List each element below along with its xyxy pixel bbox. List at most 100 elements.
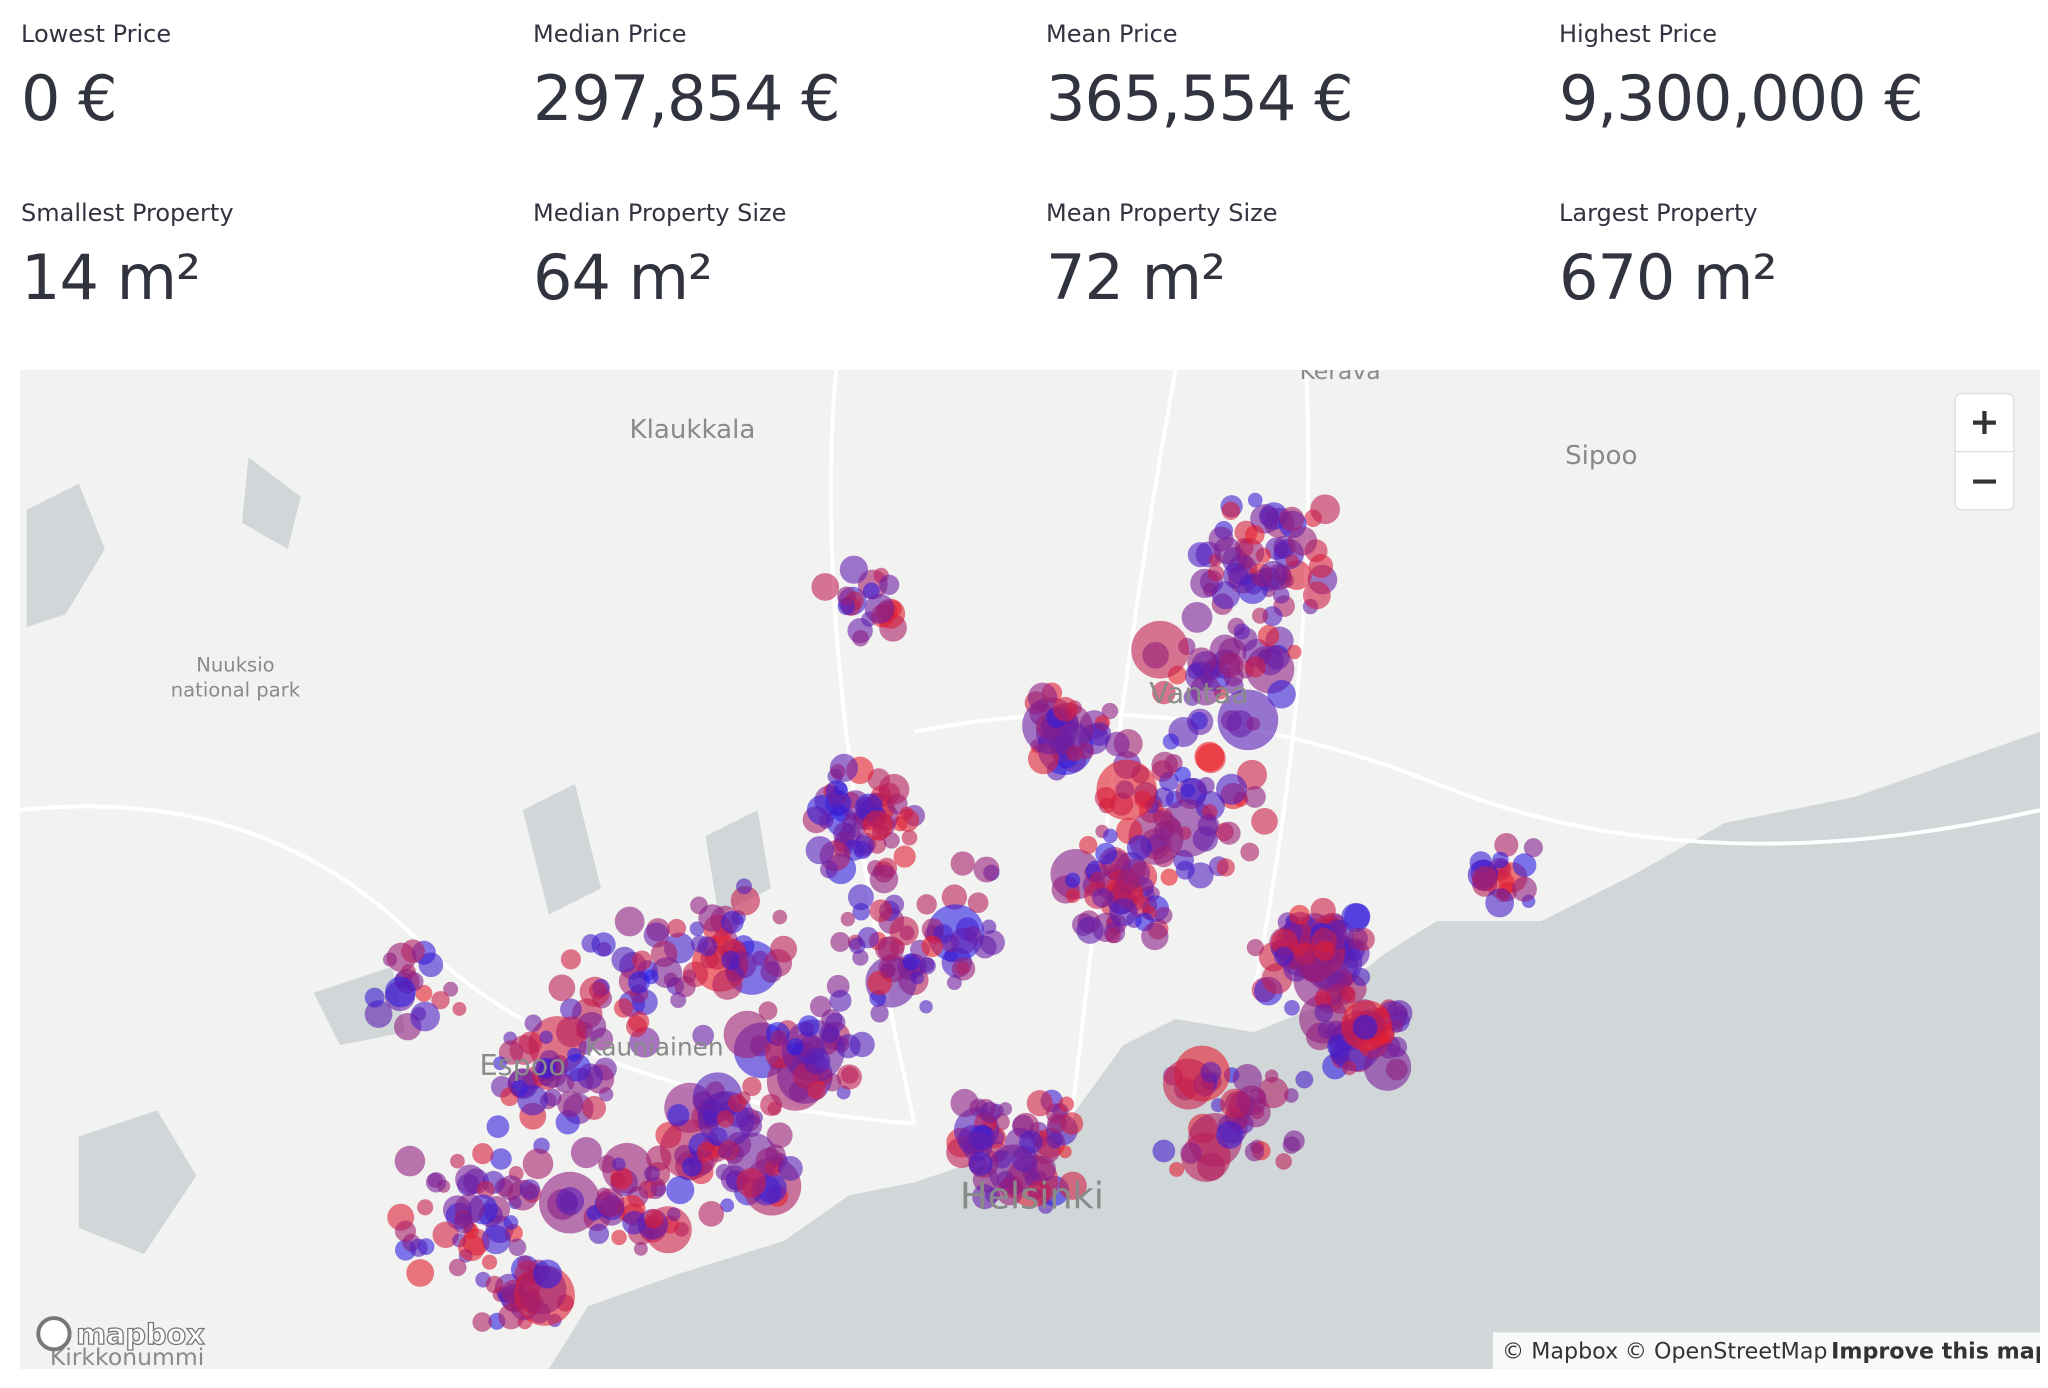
listing-point [951,956,976,981]
attribution-mapbox[interactable]: © Mapbox [1502,1339,1618,1365]
metric-value: 9,300,000 € [1559,62,1924,135]
listing-point [485,1275,504,1294]
listing-point [1272,586,1290,604]
listing-point [1187,542,1213,568]
listing-point [1233,623,1250,640]
listing-point [727,1132,778,1184]
listing-point [588,981,607,1000]
listing-point [385,976,416,1008]
listing-point [1089,871,1108,890]
listing-point [1104,731,1130,757]
metric-value: 14 m² [21,241,201,314]
place-label: Kerava [1300,370,1381,385]
listing-point [1342,1060,1357,1076]
listing-point [1027,1180,1051,1203]
listing-point [394,1220,417,1242]
listing-point [1265,1069,1279,1083]
listing-point [760,961,783,983]
listing-point [967,892,989,913]
listing-point [1279,506,1305,532]
listing-point [777,1155,803,1181]
listing-point [614,906,645,937]
listing-point [1236,1085,1267,1116]
listing-point [524,1014,543,1032]
listing-point [1200,1061,1222,1083]
listing-point [1314,940,1336,962]
listing-point [1180,1142,1202,1164]
listing-point [1126,835,1152,861]
listing-point [950,1088,979,1118]
listing-point [1494,832,1519,857]
listing-point [878,773,910,805]
listing-point [698,1201,725,1227]
listing-point [766,1122,793,1149]
listing-point [1267,680,1296,709]
listing-point [825,1012,846,1033]
listing-point [432,1221,459,1249]
listing-point [1213,536,1242,565]
listing-point [1174,766,1191,783]
listing-point [1211,581,1240,610]
listing-point [610,1167,633,1190]
listing-point [682,969,697,983]
listing-point [786,1038,804,1056]
metric-label: Smallest Property [21,199,234,227]
zoom-in-button[interactable]: + [1969,400,2000,443]
listing-point [1217,821,1241,845]
listing-point [1060,1112,1084,1135]
listing-point [916,894,937,915]
listing-point [831,802,845,816]
listing-point [852,835,875,858]
listing-point [1496,887,1511,903]
listing-point [611,1229,627,1246]
place-label: Sipoo [1565,441,1637,471]
improve-map-link[interactable]: Improve this map [1831,1339,2040,1365]
listing-point [736,1167,767,1198]
listing-point [670,992,687,1009]
listing-point [1102,828,1118,844]
listing-point [1151,751,1178,779]
listing-point [870,1004,889,1023]
place-label: national park [171,678,301,701]
place-label: Kauniainen [586,1033,724,1062]
listing-point [632,950,652,971]
attribution-osm[interactable]: © OpenStreetMap [1625,1339,1828,1365]
listing-point [1246,717,1261,731]
listing-point [973,935,997,959]
listing-point [612,1157,626,1172]
listing-point [1181,601,1213,633]
listing-point [667,1104,690,1127]
listing-point [508,1238,527,1257]
listing-point [1283,1130,1305,1152]
listing-point [1058,1171,1087,1200]
listing-point [803,1047,831,1075]
listing-point [1207,564,1225,582]
listing-point [765,1144,786,1165]
metric-value: 0 € [21,62,118,135]
listing-point [1175,860,1195,880]
listing-point [448,1258,467,1277]
listing-point [364,987,385,1008]
listing-point [944,948,958,963]
water [26,457,2040,1369]
listing-point [577,1063,604,1090]
listing-point [667,918,687,938]
listing-point [1287,526,1318,556]
listing-point [758,1001,778,1021]
listing-point [590,1027,614,1051]
listing-point [556,1016,587,1048]
listing-point [1523,838,1543,858]
listing-point [836,1064,862,1090]
listing-point [847,884,874,911]
listing-point [869,864,899,894]
listing-point [805,836,834,865]
listing-point [481,1254,498,1270]
metric: Median Price 297,854 € [533,20,1033,135]
zoom-out-button[interactable]: − [1969,459,2000,502]
listing-point [1092,887,1113,908]
listing-point [578,1040,593,1055]
listing-point [1221,501,1240,520]
